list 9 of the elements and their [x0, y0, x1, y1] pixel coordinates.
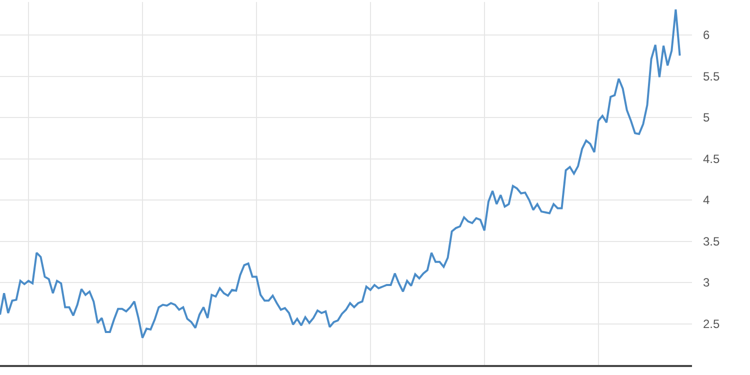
y-tick-label: 6: [703, 28, 710, 42]
y-tick-label: 3.5: [703, 234, 720, 248]
line-series: [0, 8, 681, 339]
y-tick-label: 4: [703, 193, 710, 208]
y-tick-label: 5.5: [703, 69, 720, 84]
y-tick-label: 3: [703, 276, 710, 290]
y-tick-label: 2.5: [703, 316, 720, 331]
y-tick-label: 5: [703, 110, 710, 125]
y-tick-label: 4.5: [703, 152, 720, 166]
